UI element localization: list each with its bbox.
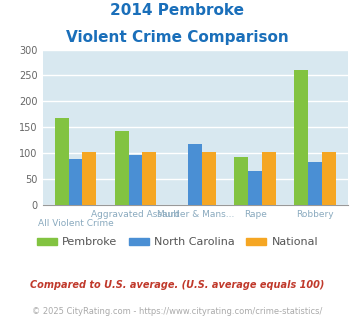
Legend: Pembroke, North Carolina, National: Pembroke, North Carolina, National	[32, 233, 323, 252]
Text: Compared to U.S. average. (U.S. average equals 100): Compared to U.S. average. (U.S. average …	[30, 280, 325, 290]
Bar	[189, 144, 202, 205]
Bar	[55, 118, 69, 205]
Text: Murder & Mans...: Murder & Mans...	[157, 210, 234, 218]
Text: Rape: Rape	[244, 210, 267, 218]
Bar	[322, 152, 335, 205]
Bar	[294, 70, 308, 205]
Bar	[142, 152, 156, 205]
Text: © 2025 CityRating.com - https://www.cityrating.com/crime-statistics/: © 2025 CityRating.com - https://www.city…	[32, 307, 323, 316]
Bar	[69, 159, 82, 205]
Bar	[129, 155, 142, 205]
Bar	[234, 156, 248, 205]
Bar	[262, 152, 276, 205]
Text: Robbery: Robbery	[296, 210, 334, 218]
Bar	[202, 152, 216, 205]
Bar	[115, 131, 129, 205]
Text: Aggravated Assault: Aggravated Assault	[91, 210, 180, 218]
Text: Violent Crime Comparison: Violent Crime Comparison	[66, 30, 289, 45]
Text: All Violent Crime: All Violent Crime	[38, 219, 113, 228]
Bar	[308, 162, 322, 205]
Bar	[248, 171, 262, 205]
Text: 2014 Pembroke: 2014 Pembroke	[110, 3, 245, 18]
Bar	[82, 152, 96, 205]
